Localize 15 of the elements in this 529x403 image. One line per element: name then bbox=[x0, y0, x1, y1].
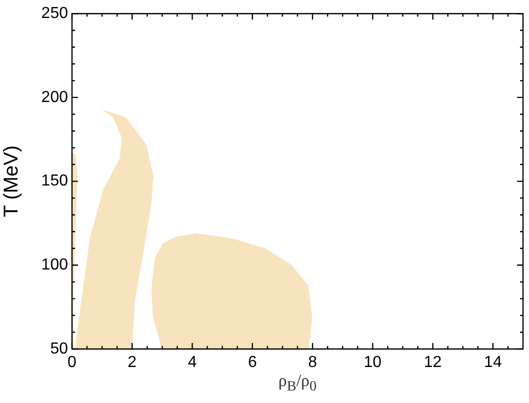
x-tick-label: 0 bbox=[68, 354, 77, 372]
y-tick-label: 50 bbox=[50, 340, 68, 358]
y-tick-label: 250 bbox=[41, 5, 68, 22]
x-tick-label: 10 bbox=[364, 354, 382, 372]
x-tick-label: 8 bbox=[308, 354, 318, 372]
y-tick-label: 100 bbox=[41, 256, 68, 274]
x-tick-label: 14 bbox=[484, 354, 502, 372]
y-tick-label: 200 bbox=[41, 88, 68, 106]
x-tick-label: 2 bbox=[128, 354, 137, 372]
y-axis-title: T (MeV) bbox=[0, 145, 23, 218]
y-tick-label: 150 bbox=[41, 172, 68, 190]
x-tick-label: 4 bbox=[188, 354, 197, 372]
x-tick-label: 12 bbox=[424, 354, 442, 372]
x-axis-title: ρ$_{B}$/ρ$_{0}$ bbox=[277, 371, 318, 396]
x-tick-label: 6 bbox=[248, 354, 257, 372]
